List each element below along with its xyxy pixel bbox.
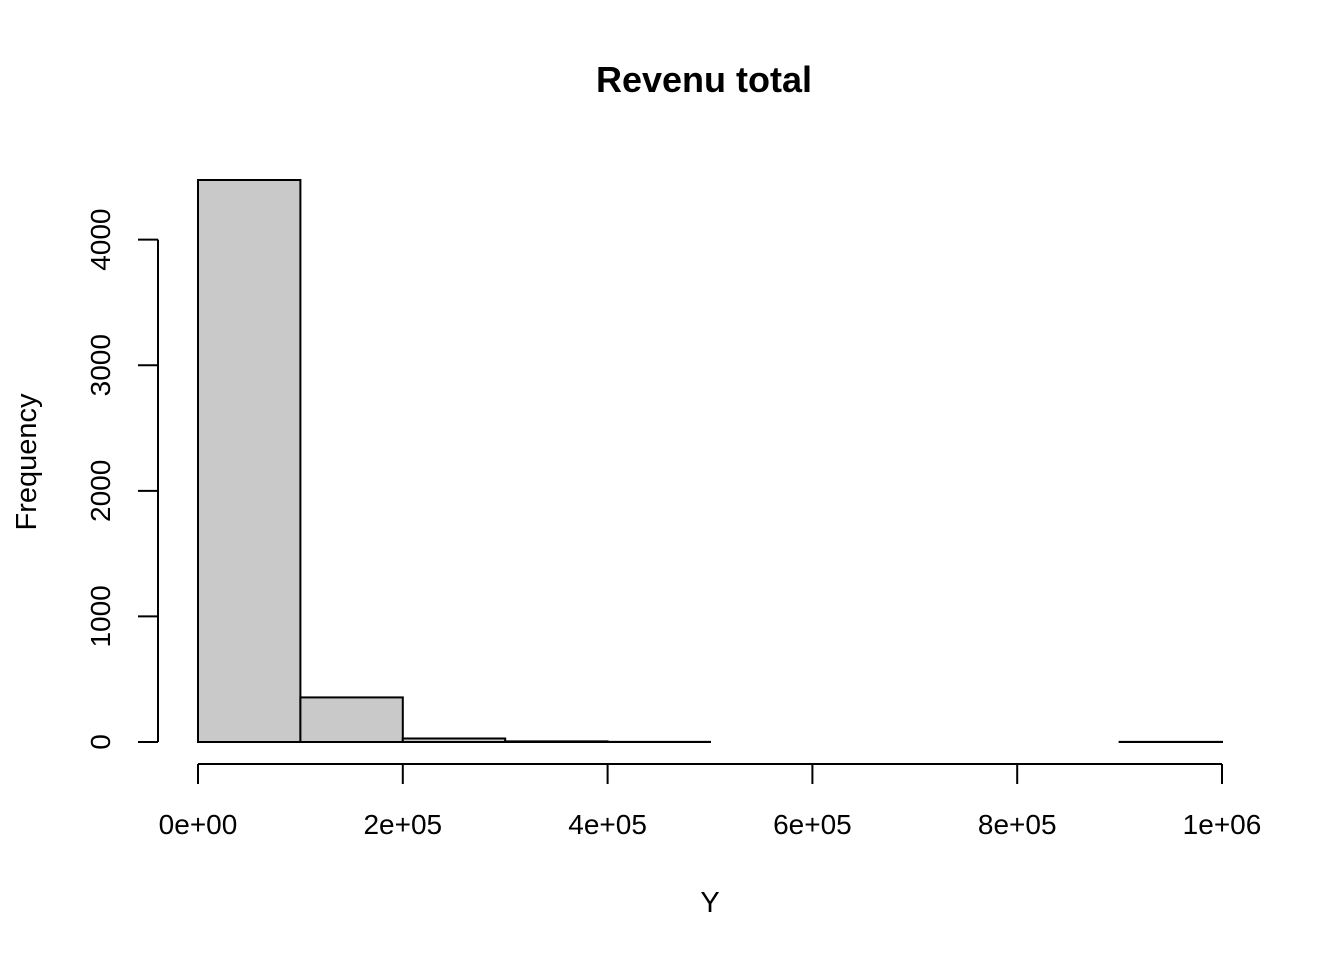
x-tick-label: 2e+05 <box>363 809 442 840</box>
y-tick-label: 0 <box>85 734 116 750</box>
y-axis-title: Frequency <box>11 393 43 531</box>
x-tick-label: 0e+00 <box>159 809 238 840</box>
histogram-bar <box>197 179 302 743</box>
x-tick-label: 6e+05 <box>773 809 852 840</box>
x-axis: 0e+00 2e+05 4e+05 6e+05 8e+05 1e+06 <box>159 763 1262 840</box>
bars-group <box>197 179 1223 744</box>
y-axis: 0 1000 2000 3000 4000 <box>85 209 159 750</box>
chart-title: Revenu total <box>596 59 812 100</box>
y-tick-label: 1000 <box>85 585 116 647</box>
x-axis-title: Y <box>700 887 719 919</box>
histogram-bar <box>504 740 609 744</box>
x-tick-label: 4e+05 <box>568 809 647 840</box>
x-tick-label: 8e+05 <box>978 809 1057 840</box>
x-tick-label: 1e+06 <box>1183 809 1262 840</box>
y-tick-label: 4000 <box>85 209 116 271</box>
histogram-bar <box>401 737 507 744</box>
y-tick-label: 2000 <box>85 460 116 522</box>
histogram-bar <box>299 696 404 743</box>
y-tick-label: 3000 <box>85 334 116 396</box>
